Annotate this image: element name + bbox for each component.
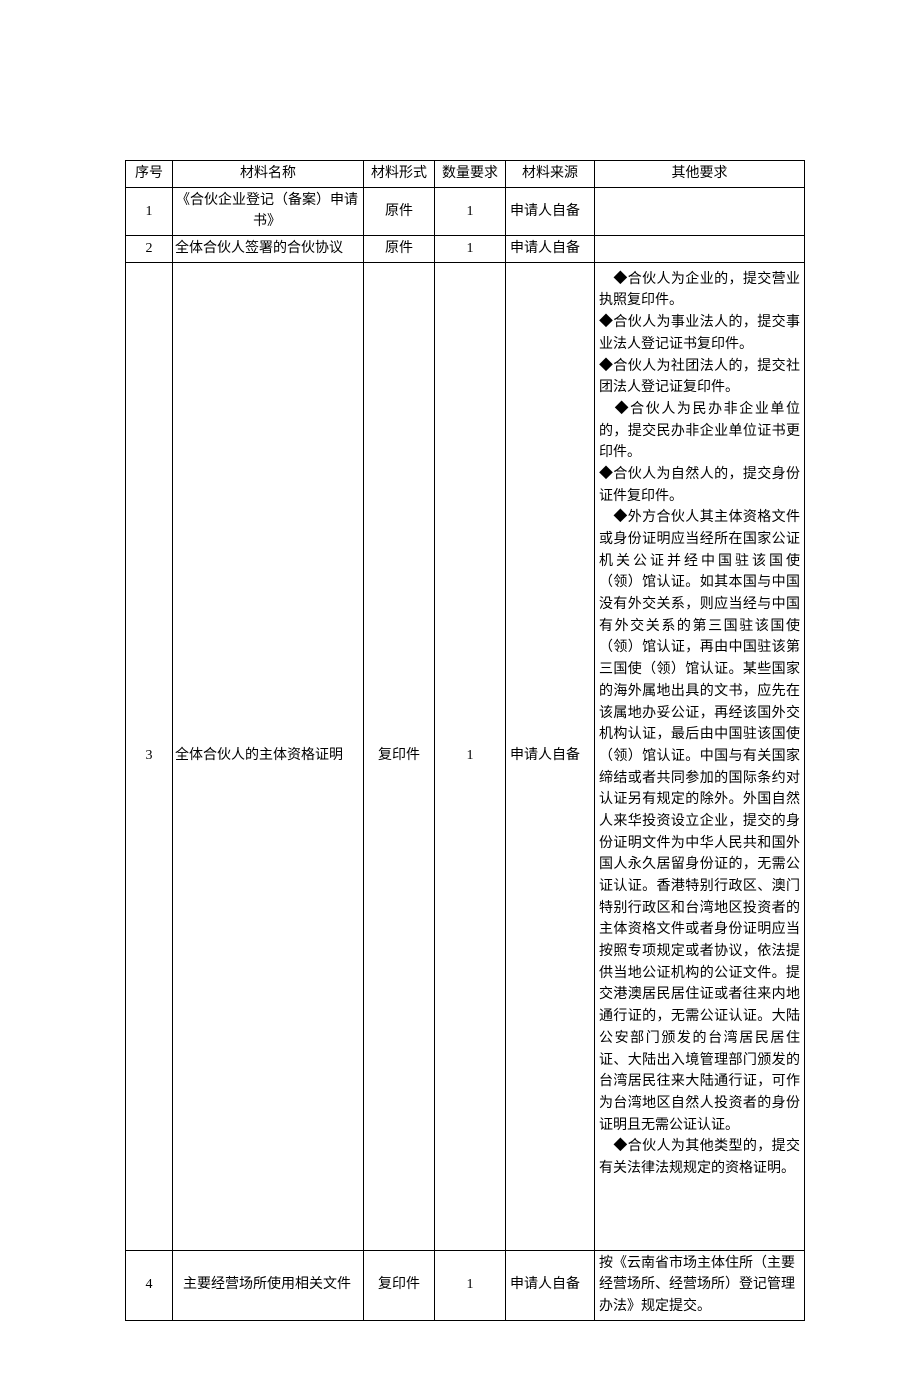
cell-seq: 2 <box>126 236 173 263</box>
col-header-seq: 序号 <box>126 161 173 188</box>
materials-table: 序号 材料名称 材料形式 数量要求 材料来源 其他要求 1 《合伙企业登记（备案… <box>125 160 805 1321</box>
cell-name: 全体合伙人的主体资格证明 <box>173 262 364 1250</box>
table-row: 2 全体合伙人签署的合伙协议 原件 1 申请人自备 <box>126 236 805 263</box>
cell-qty: 1 <box>435 1250 506 1320</box>
cell-qty: 1 <box>435 236 506 263</box>
cell-other <box>595 236 805 263</box>
cell-src: 申请人自备 <box>506 262 595 1250</box>
cell-src: 申请人自备 <box>506 236 595 263</box>
cell-form: 原件 <box>364 236 435 263</box>
cell-form: 复印件 <box>364 1250 435 1320</box>
cell-other <box>595 187 805 235</box>
col-header-qty: 数量要求 <box>435 161 506 188</box>
cell-src: 申请人自备 <box>506 187 595 235</box>
cell-seq: 3 <box>126 262 173 1250</box>
col-header-other: 其他要求 <box>595 161 805 188</box>
table-header-row: 序号 材料名称 材料形式 数量要求 材料来源 其他要求 <box>126 161 805 188</box>
cell-form: 原件 <box>364 187 435 235</box>
cell-form: 复印件 <box>364 262 435 1250</box>
table-row: 1 《合伙企业登记（备案）申请书》 原件 1 申请人自备 <box>126 187 805 235</box>
col-header-src: 材料来源 <box>506 161 595 188</box>
col-header-name: 材料名称 <box>173 161 364 188</box>
cell-other: ◆合伙人为企业的，提交营业执照复印件。◆合伙人为事业法人的，提交事业法人登记证书… <box>595 262 805 1250</box>
cell-qty: 1 <box>435 187 506 235</box>
cell-seq: 4 <box>126 1250 173 1320</box>
cell-seq: 1 <box>126 187 173 235</box>
cell-src: 申请人自备 <box>506 1250 595 1320</box>
cell-name: 《合伙企业登记（备案）申请书》 <box>173 187 364 235</box>
cell-qty: 1 <box>435 262 506 1250</box>
table-row: 3 全体合伙人的主体资格证明 复印件 1 申请人自备 ◆合伙人为企业的，提交营业… <box>126 262 805 1250</box>
cell-name: 主要经营场所使用相关文件 <box>173 1250 364 1320</box>
cell-name: 全体合伙人签署的合伙协议 <box>173 236 364 263</box>
table-row: 4 主要经营场所使用相关文件 复印件 1 申请人自备 按《云南省市场主体住所（主… <box>126 1250 805 1320</box>
col-header-form: 材料形式 <box>364 161 435 188</box>
cell-other: 按《云南省市场主体住所（主要经营场所、经营场所）登记管理办法》规定提交。 <box>595 1250 805 1320</box>
